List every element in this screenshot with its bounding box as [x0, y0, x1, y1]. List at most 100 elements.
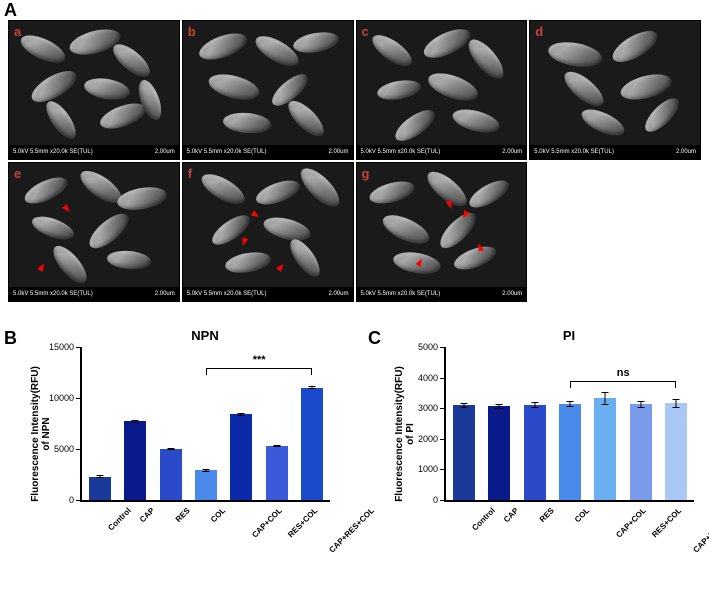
sem-sublabel: c — [362, 24, 369, 39]
xtick-label: COL — [209, 506, 227, 524]
error-bar — [534, 402, 535, 408]
xtick-label: CAP+COL — [615, 506, 649, 540]
sem-info-right: 2.00um — [328, 291, 348, 297]
sem-sublabel: d — [535, 24, 543, 39]
xtick-label: CAP — [502, 506, 520, 524]
bar — [195, 470, 217, 500]
sem-cell-empty — [529, 162, 701, 302]
damage-arrow-icon — [62, 204, 72, 214]
sem-info-right: 2.00um — [676, 149, 696, 155]
damage-arrow-icon — [37, 262, 46, 272]
bar — [124, 421, 146, 500]
xtick-label: Control — [470, 506, 496, 532]
error-bar — [499, 404, 500, 409]
error-bar — [676, 399, 677, 408]
xtick-label: CAP+RES+COL — [328, 506, 376, 554]
chart-c-plot: 010002000300040005000ControlCAPRESCOLCAP… — [444, 347, 694, 502]
panel-label-c: C — [368, 328, 381, 349]
ytick-label: 0 — [69, 495, 74, 505]
sem-info-right: 2.00um — [155, 291, 175, 297]
sem-cell-e: e 5.0kV 5.5mm x20.0k SE(TUL)2.00um — [8, 162, 180, 302]
bar — [266, 446, 288, 500]
xtick-label: RES — [537, 506, 555, 524]
panel-label-a: A — [4, 0, 17, 21]
ytick-label: 5000 — [54, 444, 74, 454]
chart-b-plot: 050001000015000ControlCAPRESCOLCAP+COLRE… — [80, 347, 330, 502]
sem-info-bar: 5.0kV 5.5mm x20.0k SE(TUL)2.00um — [530, 145, 700, 159]
sem-cell-c: c 5.0kV 5.5mm x20.0k SE(TUL) 2.00um — [356, 20, 528, 160]
chart-b: NPN Fluorescence Intensity(RFU) of NPN 0… — [20, 328, 340, 502]
sem-info-right: 2.00um — [502, 291, 522, 297]
error-bar — [312, 386, 313, 389]
sem-info-right: 2.00um — [502, 149, 522, 155]
bar — [665, 403, 687, 500]
error-bar — [170, 448, 171, 451]
sem-sublabel: g — [362, 166, 370, 181]
sem-info-bar: 5.0kV 5.5mm x20.0k SE(TUL) 2.00um — [357, 287, 527, 301]
bar — [89, 477, 111, 500]
bar — [301, 388, 323, 500]
ytick — [440, 378, 446, 379]
ytick-label: 0 — [433, 495, 438, 505]
ytick — [440, 469, 446, 470]
error-bar — [241, 413, 242, 416]
error-bar — [99, 475, 100, 477]
significance-bracket — [570, 381, 676, 382]
chart-b-title: NPN — [70, 328, 340, 343]
xtick-label: COL — [573, 506, 591, 524]
ytick — [76, 449, 82, 450]
sem-info-bar: 5.0kV 5.5mm x20.0k SE(TUL) 2.00um — [183, 287, 353, 301]
significance-label: ns — [617, 367, 630, 379]
sem-info-bar: 5.0kV 5.5mm x20.0k SE(TUL) 2.00um — [9, 287, 179, 301]
significance-bracket — [206, 368, 312, 369]
ytick — [76, 347, 82, 348]
sem-info-right: 2.00um — [155, 149, 175, 155]
ytick-label: 15000 — [49, 342, 74, 352]
chart-c-ylabel: Fluorescence Intensity(RFU) of PI — [394, 349, 416, 519]
bar — [594, 398, 616, 500]
sem-info-bar: 5.0kV 5.5mm x20.0k SE(TUL) 2.00um — [9, 145, 179, 159]
xtick-label: RES+COL — [286, 506, 319, 539]
sem-info-bar: 5.0kV 5.5mm x20.0k SE(TUL) 2.00um — [357, 145, 527, 159]
sem-info-left: 5.0kV 5.5mm x20.0k SE(TUL) — [187, 149, 267, 155]
sem-info-left: 5.0kV 5.5mm x20.0k SE(TUL) — [13, 291, 93, 297]
error-bar — [570, 401, 571, 407]
ytick — [440, 439, 446, 440]
panel-label-b: B — [4, 328, 17, 349]
sem-info-left: 5.0kV 5.5mm x20.0k SE(TUL) — [187, 291, 267, 297]
chart-b-ylabel: Fluorescence Intensity(RFU) of NPN — [30, 349, 52, 519]
error-bar — [640, 401, 641, 408]
bar — [453, 405, 475, 500]
sem-cell-g: g 5.0kV 5.5mm x20.0k SE(TUL) 2.00um — [356, 162, 528, 302]
sem-panel-grid: a 5.0kV 5.5mm x20.0k SE(TUL) 2.00um b — [8, 20, 701, 302]
bar — [630, 404, 652, 500]
sem-info-left: 5.0kV 5.5mm x20.0k SE(TUL) — [361, 291, 441, 297]
xtick-label: RES+COL — [650, 506, 683, 539]
sem-info-left: 5.0kV 5.5mm x20.0k SE(TUL) — [361, 149, 441, 155]
sem-info-left: 5.0kV 5.5mm x20.0k SE(TUL) — [13, 149, 93, 155]
ytick — [440, 347, 446, 348]
sem-sublabel: b — [188, 24, 196, 39]
ytick-label: 5000 — [418, 342, 438, 352]
significance-label: *** — [253, 354, 266, 366]
sem-sublabel: a — [14, 24, 21, 39]
bar — [160, 449, 182, 500]
error-bar — [135, 420, 136, 424]
chart-c-title: PI — [434, 328, 704, 343]
ytick-label: 4000 — [418, 373, 438, 383]
ytick-label: 3000 — [418, 403, 438, 413]
sem-info-bar: 5.0kV 5.5mm x20.0k SE(TUL)2.00um — [183, 145, 353, 159]
xtick-label: CAP+RES+COL — [692, 506, 709, 554]
ytick-label: 10000 — [49, 393, 74, 403]
xtick-label: RES — [173, 506, 191, 524]
sem-sublabel: f — [188, 166, 192, 181]
bar — [488, 406, 510, 500]
chart-c: PI Fluorescence Intensity(RFU) of PI 010… — [384, 328, 704, 502]
xtick-label: Control — [106, 506, 132, 532]
figure-root: A a 5.0kV 5.5mm x20.0k SE(TUL) 2.00um b — [0, 0, 709, 602]
error-bar — [206, 469, 207, 471]
error-bar — [463, 403, 464, 408]
ytick-label: 1000 — [418, 464, 438, 474]
bar — [230, 414, 252, 500]
ytick — [76, 398, 82, 399]
